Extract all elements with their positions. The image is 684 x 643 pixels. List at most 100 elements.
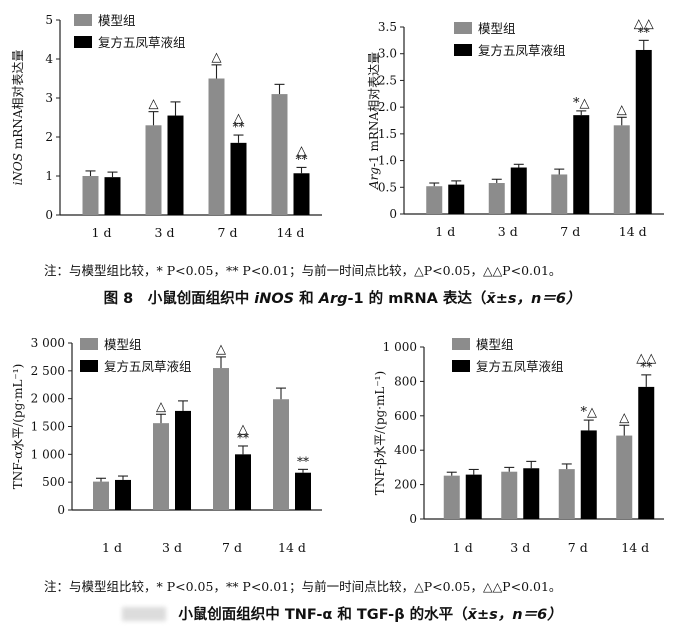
model-group-bar	[93, 481, 109, 510]
legend-swatch-model	[454, 22, 472, 34]
x-tick-label: 7 d	[222, 540, 242, 555]
significance-mark: **	[640, 360, 652, 374]
significance-mark: *△	[573, 96, 590, 111]
y-tick-label: 600	[394, 409, 417, 423]
significance-mark: △△	[636, 351, 656, 366]
y-tick-label: 2 000	[31, 392, 65, 406]
y-tick-label: 1.5	[378, 127, 397, 141]
legend-label-compound: 复方五凤草液组	[98, 35, 186, 50]
model-group-bar	[82, 176, 99, 215]
y-tick-label: 0.5	[378, 180, 397, 194]
y-tick-label: 0	[45, 208, 53, 222]
y-tick-label: 2.0	[378, 100, 397, 114]
x-tick-label: 3 d	[510, 540, 530, 555]
significance-mark: **	[296, 152, 308, 166]
compound-group-bar	[230, 142, 247, 215]
significance-mark: △	[238, 422, 248, 437]
significance-mark: **	[638, 25, 650, 39]
legend-swatch-compound	[454, 44, 472, 56]
significance-mark: **	[297, 454, 309, 468]
compound-group-bar	[638, 386, 655, 519]
x-tick-label: 14 d	[621, 540, 649, 555]
significance-mark: △△	[634, 16, 654, 31]
arg1-bar-chart: 0 0.5 1.0 1.5 2.0 2.5 3.0 3.5 Arg-1 mRNA相对表达量 1 d…	[367, 16, 664, 239]
tgf-beta-bar-chart: 0 200 400 600 800 1 000 TNF-β水平/(pg·mL⁻¹) 1 d 3 …	[373, 337, 664, 555]
y-tick-label: 2	[45, 130, 53, 144]
y-tick-label: 0	[57, 503, 65, 517]
x-tick-label: 3 d	[498, 224, 518, 239]
legend-swatch-compound	[80, 360, 98, 372]
caption-8-inos: iNOS	[254, 291, 295, 307]
y-tick-label: 1 000	[31, 447, 65, 461]
x-tick-label: 14 d	[278, 540, 306, 555]
legend-swatch-model	[80, 338, 98, 350]
y-tick-label: 1.0	[378, 154, 397, 168]
compound-group-bar	[235, 454, 251, 510]
significance-mark: △	[156, 399, 166, 414]
x-tick-label: 7 d	[560, 224, 580, 239]
y-tick-label: 0	[389, 207, 397, 221]
legend-swatch-compound	[452, 360, 470, 372]
compound-group-bar	[175, 410, 191, 510]
y-tick-label: 3	[45, 91, 53, 105]
y-axis-label: TNF-α水平/(pg·mL⁻¹)	[11, 364, 25, 490]
compound-group-bar	[295, 472, 311, 510]
y-tick-label: 3.0	[378, 47, 397, 61]
model-group-bar	[208, 78, 225, 215]
legend-label-compound: 复方五凤草液组	[476, 359, 564, 374]
model-group-bar	[213, 368, 229, 510]
compound-group-bar	[523, 468, 540, 519]
y-axis-label: TNF-β水平/(pg·mL⁻¹)	[373, 371, 387, 495]
significance-mark: △	[216, 342, 226, 357]
y-tick-label: 2 500	[31, 364, 65, 378]
model-group-bar	[551, 174, 568, 214]
y-tick-label: 500	[42, 475, 65, 489]
compound-group-bar	[510, 167, 527, 214]
y-tick-label: 800	[394, 374, 417, 388]
compound-group-bar	[448, 184, 465, 214]
y-tick-label: 400	[394, 443, 417, 457]
legend-label-compound: 复方五凤草液组	[104, 359, 192, 374]
significance-mark: **	[237, 431, 249, 445]
model-group-bar	[153, 423, 169, 510]
y-axis-label: iNOS mRNA相对表达量	[11, 50, 25, 186]
y-tick-label: 0	[409, 512, 417, 526]
model-group-bar	[616, 435, 633, 519]
model-group-bar	[488, 183, 505, 214]
compound-group-bar	[580, 430, 597, 519]
y-tick-label: 5	[45, 13, 53, 27]
model-group-bar	[426, 186, 443, 214]
significance-mark: △	[619, 410, 629, 425]
x-tick-label: 1 d	[435, 224, 455, 239]
legend-swatch-model	[452, 338, 470, 350]
x-tick-label: 14 d	[619, 224, 647, 239]
legend-swatch-model	[74, 14, 92, 26]
model-group-bar	[558, 469, 575, 519]
significance-mark: △	[297, 143, 307, 158]
legend-swatch-compound	[74, 36, 92, 48]
y-axis-label: Arg-1 mRNA相对表达量	[367, 52, 381, 190]
y-tick-label: 1	[45, 169, 53, 183]
compound-group-bar	[115, 479, 131, 510]
legend-label-model: 模型组	[476, 337, 514, 352]
model-group-bar	[271, 94, 288, 215]
y-tick-label: 2.5	[378, 73, 397, 87]
caption-8-prefix: 图 8 小鼠创面组织中	[103, 291, 255, 307]
compound-group-bar	[167, 115, 184, 215]
figure-8-caption: 图 8 小鼠创面组织中 iNOS 和 Arg-1 的 mRNA 表达（x̄±s，…	[0, 287, 684, 308]
y-tick-label: 200	[394, 478, 417, 492]
significance-mark: △	[617, 102, 627, 117]
compound-group-bar	[573, 115, 590, 214]
caption-8-mid: 和	[294, 291, 319, 307]
legend-label-compound: 复方五凤草液组	[478, 43, 566, 58]
model-group-bar	[443, 475, 460, 519]
legend-label-model: 模型组	[98, 13, 136, 28]
model-group-bar	[501, 471, 518, 519]
compound-group-bar	[635, 49, 652, 214]
figure-8-note: 注：与模型组比较，* P<0.05，** P<0.01；与前一时间点比较，△P<…	[44, 263, 562, 278]
x-tick-label: 14 d	[277, 225, 305, 240]
caption-8-stat: x̄±s，n＝6）	[486, 291, 581, 307]
x-tick-label: 1 d	[453, 540, 473, 555]
x-tick-label: 1 d	[92, 225, 112, 240]
